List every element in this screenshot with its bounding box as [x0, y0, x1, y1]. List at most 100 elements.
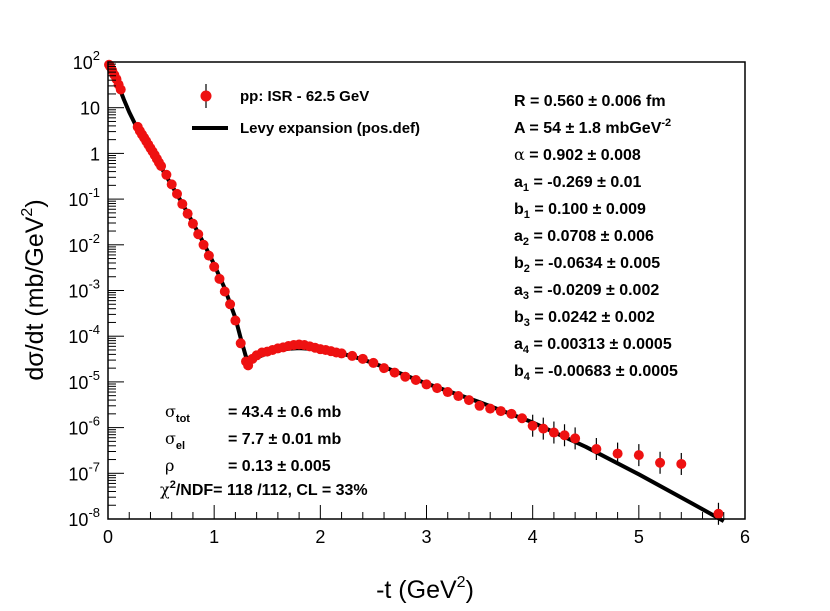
stat-name: σel	[165, 429, 185, 452]
param-error: ± 0.0005	[611, 363, 678, 380]
stat-value-text: = 43.4	[228, 404, 273, 421]
stat-subscript: el	[176, 440, 185, 452]
param-value: = 0.00313	[529, 336, 605, 353]
data-point	[400, 371, 411, 382]
data-point	[485, 403, 496, 414]
y-tick-label: 10-7	[68, 459, 100, 484]
stat-name: σtot	[165, 402, 190, 425]
y-tick-base: 10	[68, 419, 88, 439]
data-point	[187, 218, 198, 229]
param-name: a	[514, 336, 523, 353]
data-point	[410, 375, 421, 386]
axis-ticks-layer	[107, 61, 746, 520]
data-point	[676, 458, 687, 469]
data-point	[389, 367, 400, 378]
param-value: = 0.0708	[529, 228, 596, 245]
legend: pp: ISR - 62.5 GeV Levy expansion (pos.de…	[192, 84, 420, 137]
param-name: b	[514, 309, 524, 326]
param-value: = 0.100	[530, 201, 588, 218]
fit-parameter: a1 = -0.269 ± 0.01	[514, 174, 642, 194]
param-error: ± 0.005	[602, 255, 660, 272]
stat-value-text: = 0.13	[228, 458, 273, 475]
param-name: a	[514, 174, 523, 191]
data-point	[193, 229, 204, 240]
data-point	[177, 199, 188, 210]
y-tick-exponent: -6	[88, 414, 100, 429]
y-tick-label: 10-4	[68, 322, 100, 347]
data-point	[357, 353, 368, 364]
x-axis-title-sup: 2	[457, 574, 466, 591]
y-tick-base: 10	[68, 464, 88, 484]
y-tick-exponent: 2	[93, 48, 100, 63]
data-point	[421, 379, 432, 390]
y-tick-exponent: -1	[88, 185, 100, 200]
data-point	[230, 315, 241, 326]
param-value: = 0.902	[525, 147, 583, 164]
fit-parameter: b4 = -0.00683 ± 0.0005	[514, 363, 678, 383]
param-error: ± 0.006 fm	[584, 93, 666, 110]
fit-parameter: a4 = 0.00313 ± 0.0005	[514, 336, 672, 356]
data-point	[538, 423, 549, 434]
data-point	[453, 391, 464, 402]
y-axis-title-close: )	[21, 199, 49, 207]
y-tick-base: 10	[68, 236, 88, 256]
legend-fit-label: Levy expansion (pos.def)	[240, 120, 420, 137]
legend-data-label: pp: ISR - 62.5 GeV	[240, 88, 369, 105]
fit-parameter: b1 = 0.100 ± 0.009	[514, 201, 646, 221]
y-tick-label: 10-3	[68, 277, 100, 302]
chi2-value: = 118 /112, CL = 33%	[213, 482, 368, 499]
data-points-layer	[104, 59, 724, 525]
stat-symbol: σ	[165, 429, 176, 448]
y-axis-title: dσ/dt (mb/GeV2)	[19, 199, 49, 380]
param-error: ± 0.002	[597, 309, 655, 326]
data-point	[633, 450, 644, 461]
chi2-sup: 2	[170, 479, 176, 491]
fit-parameter: b3 = 0.0242 ± 0.002	[514, 309, 655, 329]
param-subscript: 4	[523, 344, 530, 356]
y-tick-exponent: -2	[88, 231, 100, 246]
param-subscript: 1	[523, 182, 529, 194]
param-name: R	[514, 93, 526, 110]
param-name: b	[514, 255, 524, 272]
y-tick-exponent: -4	[88, 322, 100, 337]
data-point	[474, 400, 485, 411]
legend-data-marker	[200, 90, 212, 102]
stat-symbol: σ	[165, 402, 176, 421]
chi2-ndf: χ2/NDF= 118 /112, CL = 33%	[160, 479, 368, 499]
chi2-ndf-label: /NDF	[176, 482, 214, 499]
param-name: A	[514, 120, 526, 137]
y-tick-exponent: -5	[88, 368, 100, 383]
x-axis-title-close: )	[466, 576, 474, 604]
y-tick-label: 102	[73, 48, 100, 73]
data-point	[172, 188, 183, 199]
stat-name: ρ	[165, 456, 174, 475]
data-point	[517, 413, 528, 424]
stat-value-text: = 7.7	[228, 431, 264, 448]
param-error: ± 0.002	[602, 282, 660, 299]
param-subscript: 2	[524, 263, 530, 275]
y-tick-label: 10-6	[68, 414, 100, 439]
x-axis-title: -t (GeV2)	[376, 574, 474, 604]
data-point	[559, 430, 570, 441]
data-point	[347, 350, 358, 361]
x-tick-label: 5	[634, 527, 644, 547]
data-point	[156, 161, 167, 172]
y-tick-base: 10	[68, 190, 88, 210]
data-point	[235, 338, 246, 349]
fit-parameter: a2 = 0.0708 ± 0.006	[514, 228, 654, 248]
x-tick-label: 6	[740, 527, 750, 547]
x-tick-label: 3	[421, 527, 431, 547]
stat-value: = 7.7 ± 0.01 mb	[228, 431, 342, 448]
param-value: = -0.0634	[530, 255, 603, 272]
stat-error: ± 0.005	[273, 458, 331, 475]
param-subscript: 4	[524, 371, 531, 383]
y-tick-label: 10-8	[68, 505, 100, 530]
data-point	[209, 261, 220, 272]
y-tick-label: 10-2	[68, 231, 100, 256]
y-tick-exponent: -3	[88, 277, 100, 292]
stat-error: ± 0.6 mb	[273, 404, 342, 421]
fit-parameter: α = 0.902 ± 0.008	[514, 145, 641, 164]
param-value: = 54	[525, 120, 561, 137]
